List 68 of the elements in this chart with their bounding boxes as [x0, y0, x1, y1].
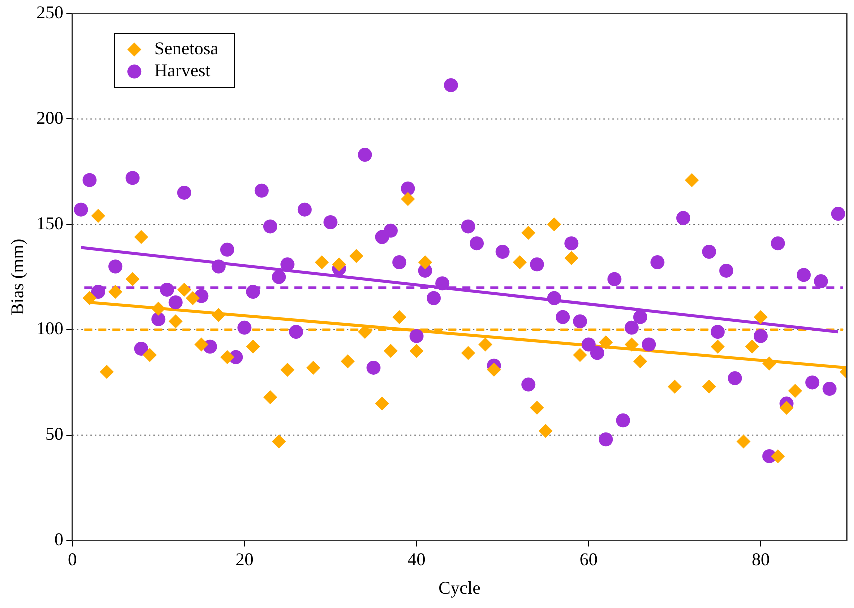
point	[478, 338, 493, 352]
x-tick-label: 80	[752, 549, 770, 570]
point	[315, 256, 330, 270]
point	[350, 249, 364, 264]
point	[461, 346, 476, 360]
y-tick-label: 0	[54, 530, 64, 550]
legend-label: Senetosa	[154, 38, 219, 59]
point	[762, 356, 777, 371]
point	[392, 310, 407, 324]
point	[522, 226, 536, 240]
point	[788, 384, 802, 398]
point	[306, 360, 321, 375]
point	[513, 256, 528, 270]
point	[538, 424, 553, 438]
point	[82, 291, 97, 306]
point	[754, 310, 768, 324]
x-tick-label: 60	[580, 549, 598, 570]
y-axis-title: Bias (mm)	[8, 239, 28, 316]
point	[194, 338, 209, 352]
point	[152, 302, 166, 316]
point	[220, 350, 234, 364]
y-tick-label: 50	[46, 424, 64, 444]
point	[246, 340, 260, 354]
point	[134, 230, 148, 244]
point	[375, 396, 390, 411]
point	[547, 218, 562, 232]
point	[418, 256, 432, 270]
point	[599, 336, 614, 350]
x-tick-label: 0	[68, 549, 78, 570]
point	[745, 340, 760, 354]
y-tick-label: 150	[36, 213, 64, 234]
point	[264, 390, 278, 404]
point	[100, 365, 114, 380]
y-tick-label: 200	[36, 108, 64, 128]
point	[410, 344, 424, 358]
x-axis-title: Cycle	[438, 578, 481, 598]
point	[384, 344, 398, 358]
y-tick-label: 250	[36, 2, 64, 23]
point	[685, 173, 700, 188]
x-tick-label: 40	[408, 549, 426, 570]
point	[624, 338, 639, 352]
legend-label: Harvest	[154, 60, 211, 81]
point	[736, 434, 751, 449]
point	[668, 380, 682, 394]
point	[280, 363, 295, 378]
point	[780, 400, 794, 415]
point	[633, 354, 648, 369]
point	[186, 291, 200, 306]
point	[710, 340, 725, 354]
point	[564, 251, 579, 266]
point	[332, 258, 346, 272]
x-tick-label: 20	[236, 549, 254, 570]
point	[177, 282, 192, 297]
point	[212, 308, 226, 322]
point	[530, 400, 544, 415]
point	[272, 434, 286, 449]
point	[126, 272, 140, 286]
point	[573, 348, 588, 362]
point	[401, 192, 416, 206]
point	[487, 363, 502, 378]
point	[702, 380, 716, 394]
point	[168, 314, 183, 329]
point	[340, 354, 355, 369]
point	[108, 285, 123, 300]
point	[91, 209, 106, 224]
y-tick-label: 100	[36, 318, 64, 339]
point	[143, 348, 158, 362]
point	[771, 449, 786, 464]
